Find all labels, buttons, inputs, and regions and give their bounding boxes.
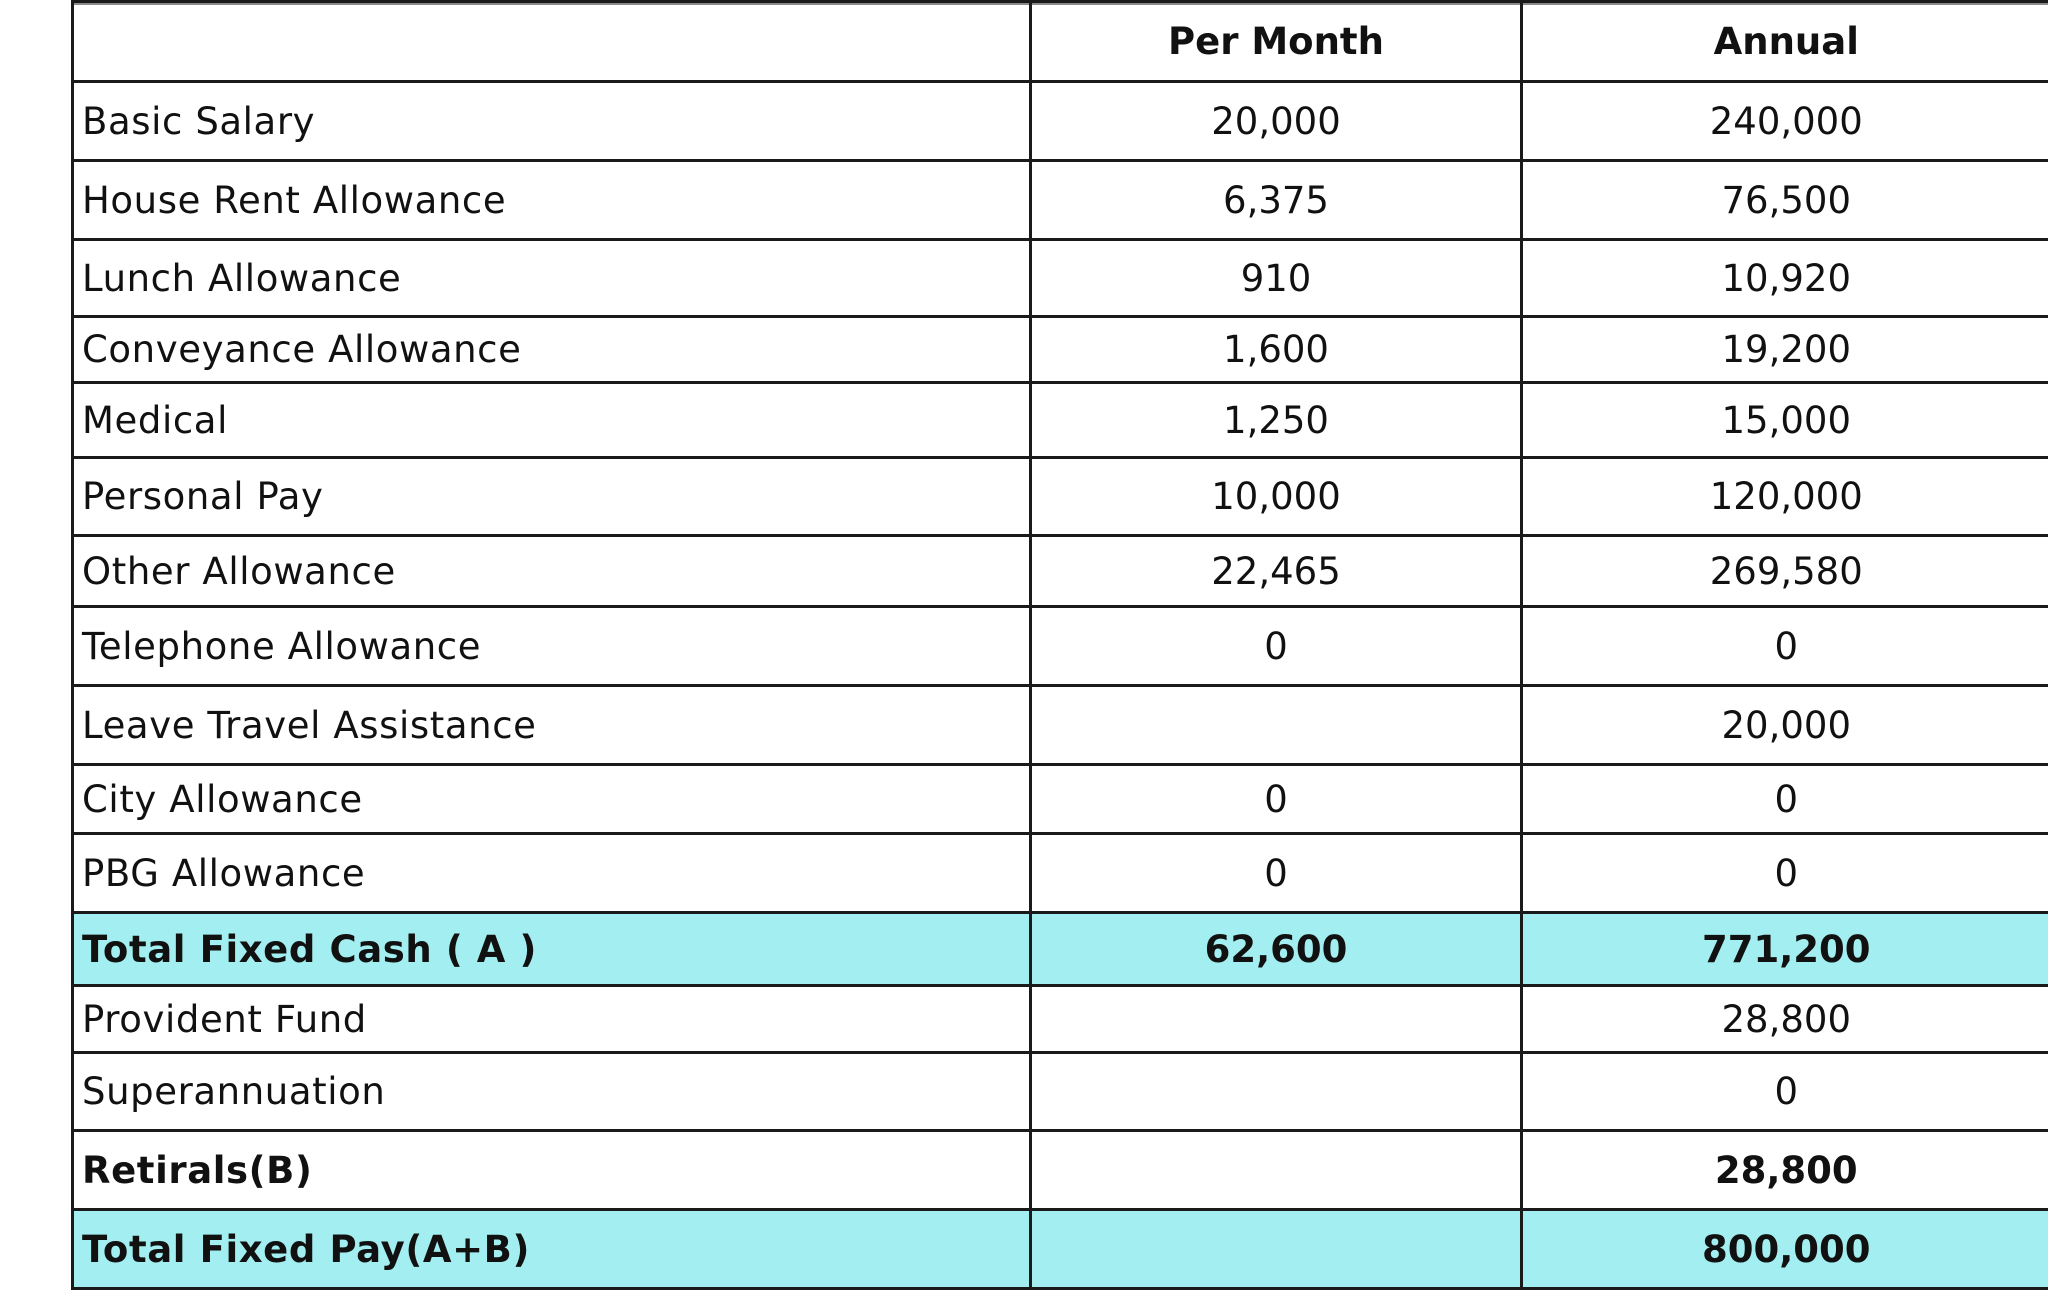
row-per-month [1031,1053,1522,1131]
row-label: City Allowance [73,765,1031,834]
row-label: Total Fixed Pay(A+B) [73,1210,1031,1289]
row-per-month: 0 [1031,834,1522,913]
table-row: Basic Salary 20,000 240,000 [73,82,2048,161]
table-row: Conveyance Allowance 1,600 19,200 [73,317,2048,383]
row-annual: 771,200 [1522,913,2048,986]
row-annual: 120,000 [1522,458,2048,536]
row-label: Superannuation [73,1053,1031,1131]
retirals-row: Retirals(B) 28,800 [73,1131,2048,1210]
table-row: Medical 1,250 15,000 [73,383,2048,458]
table-row: House Rent Allowance 6,375 76,500 [73,161,2048,240]
table-row: Other Allowance 22,465 269,580 [73,536,2048,607]
table-row: Leave Travel Assistance 20,000 [73,686,2048,765]
row-annual: 10,920 [1522,240,2048,317]
row-per-month: 0 [1031,765,1522,834]
row-per-month: 0 [1031,607,1522,686]
row-annual: 0 [1522,834,2048,913]
row-annual: 240,000 [1522,82,2048,161]
row-annual: 800,000 [1522,1210,2048,1289]
row-label: PBG Allowance [73,834,1031,913]
table-row: Lunch Allowance 910 10,920 [73,240,2048,317]
table-row: Telephone Allowance 0 0 [73,607,2048,686]
row-label: Retirals(B) [73,1131,1031,1210]
row-annual: 28,800 [1522,986,2048,1053]
row-per-month [1031,1210,1522,1289]
row-per-month: 910 [1031,240,1522,317]
salary-breakup-table: Per Month Annual Basic Salary 20,000 240… [71,0,2048,1290]
table-row: PBG Allowance 0 0 [73,834,2048,913]
row-label: Personal Pay [73,458,1031,536]
row-annual: 0 [1522,607,2048,686]
row-annual: 28,800 [1522,1131,2048,1210]
row-label: Conveyance Allowance [73,317,1031,383]
row-label: Leave Travel Assistance [73,686,1031,765]
row-per-month: 10,000 [1031,458,1522,536]
row-per-month: 6,375 [1031,161,1522,240]
row-label: Telephone Allowance [73,607,1031,686]
row-annual: 0 [1522,765,2048,834]
row-per-month: 1,250 [1031,383,1522,458]
row-annual: 76,500 [1522,161,2048,240]
header-per-month: Per Month [1031,2,1522,82]
row-annual: 269,580 [1522,536,2048,607]
row-label: Total Fixed Cash ( A ) [73,913,1031,986]
row-per-month: 62,600 [1031,913,1522,986]
row-label: Medical [73,383,1031,458]
row-per-month [1031,1131,1522,1210]
table-row: Superannuation 0 [73,1053,2048,1131]
row-label: House Rent Allowance [73,161,1031,240]
row-per-month [1031,686,1522,765]
salary-table-container: Per Month Annual Basic Salary 20,000 240… [71,0,2048,1290]
row-per-month: 1,600 [1031,317,1522,383]
row-per-month: 22,465 [1031,536,1522,607]
row-label: Lunch Allowance [73,240,1031,317]
row-annual: 19,200 [1522,317,2048,383]
header-row: Per Month Annual [73,2,2048,82]
total-fixed-cash-row: Total Fixed Cash ( A ) 62,600 771,200 [73,913,2048,986]
row-annual: 20,000 [1522,686,2048,765]
row-label: Other Allowance [73,536,1031,607]
row-label: Basic Salary [73,82,1031,161]
table-row: Provident Fund 28,800 [73,986,2048,1053]
header-annual: Annual [1522,2,2048,82]
table-row: Personal Pay 10,000 120,000 [73,458,2048,536]
row-annual: 15,000 [1522,383,2048,458]
row-per-month [1031,986,1522,1053]
row-annual: 0 [1522,1053,2048,1131]
total-fixed-pay-row: Total Fixed Pay(A+B) 800,000 [73,1210,2048,1289]
row-label: Provident Fund [73,986,1031,1053]
header-component [73,2,1031,82]
table-row: City Allowance 0 0 [73,765,2048,834]
row-per-month: 20,000 [1031,82,1522,161]
